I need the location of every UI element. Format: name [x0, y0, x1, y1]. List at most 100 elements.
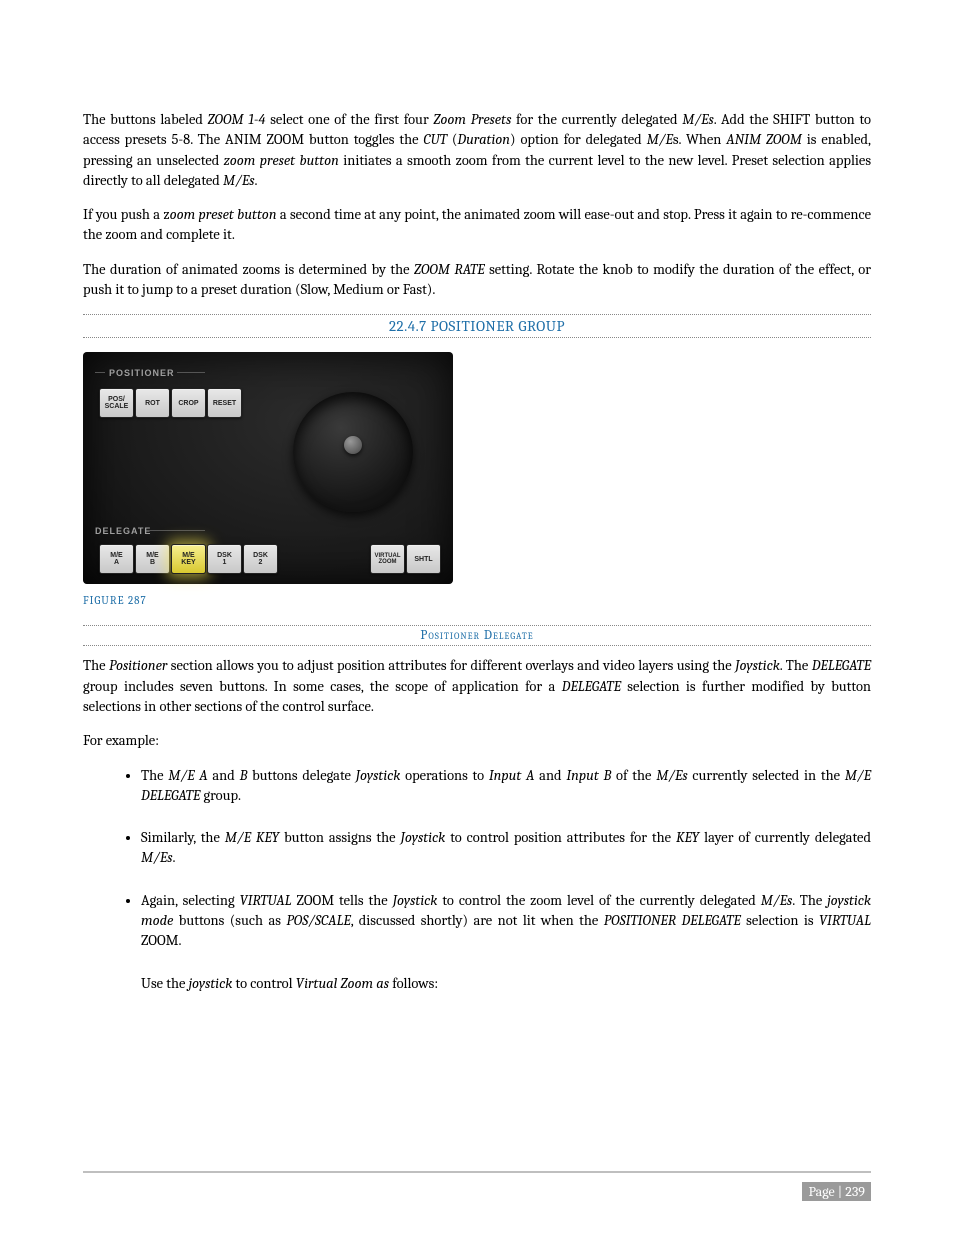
dsk-2-button[interactable]: DSK2	[243, 544, 278, 574]
me-a-button[interactable]: M/EA	[99, 544, 134, 574]
dsk-1-button[interactable]: DSK1	[207, 544, 242, 574]
text-italic: M/Es	[656, 767, 687, 784]
text: currently selected in the	[688, 767, 845, 784]
text-italic: oom preset button	[170, 206, 277, 223]
text: ZOOM tells the	[292, 892, 393, 909]
text: group includes seven buttons. In some ca…	[83, 678, 562, 695]
btn-label: ZOOM	[379, 559, 397, 566]
btn-label: 2	[259, 559, 263, 567]
text-italic: Joystick	[401, 829, 446, 846]
text-italic: Positioner	[109, 657, 167, 674]
text-italic: M/Es	[682, 111, 713, 128]
btn-label: B	[150, 559, 155, 567]
text: select one of the first four	[266, 111, 434, 128]
btn-label: ROT	[145, 400, 160, 408]
btn-label: M/E	[146, 552, 158, 560]
text-italic: M/E	[647, 131, 673, 148]
text: s. When	[673, 131, 726, 148]
btn-label: CROP	[178, 400, 198, 408]
text: Similarly, the	[141, 829, 225, 846]
text: (	[447, 131, 457, 148]
pos-scale-button[interactable]: POS/SCALE	[99, 388, 134, 418]
crop-button[interactable]: CROP	[171, 388, 206, 418]
joystick-knob[interactable]	[293, 392, 413, 512]
figure-caption: FIGURE 287	[83, 594, 871, 607]
text-italic: Joystick	[356, 767, 401, 784]
text: The	[141, 767, 168, 784]
text-italic: DELEGATE	[562, 678, 621, 695]
btn-label: DSK	[253, 552, 268, 560]
para-zoom-rate: The duration of animated zooms is determ…	[83, 260, 871, 301]
text: The duration of animated zooms is determ…	[83, 261, 414, 278]
bullet-me-ab: The M/E A and B buttons delegate Joystic…	[141, 766, 871, 807]
rot-button[interactable]: ROT	[135, 388, 170, 418]
text: . The	[780, 657, 812, 674]
para-for-example: For example:	[83, 731, 871, 751]
text-italic: POS/SCALE	[286, 912, 350, 929]
text: to control position attributes for the	[445, 829, 676, 846]
text: layer of currently delegated	[699, 829, 871, 846]
text: selection is	[741, 912, 819, 929]
group-rule	[149, 530, 205, 531]
btn-label: POS/	[108, 396, 125, 404]
text-italic: M/Es	[223, 172, 254, 189]
shtl-button[interactable]: SHTL	[406, 544, 441, 574]
text: for the currently delegated	[511, 111, 682, 128]
btn-label: M/E	[182, 552, 194, 560]
text: Use the	[141, 975, 189, 992]
text-italic: M/E A	[168, 767, 207, 784]
text: The	[83, 657, 109, 674]
text: button assigns the	[279, 829, 400, 846]
para-use-joystick: Use the joystick to control Virtual Zoom…	[141, 974, 871, 994]
page: The buttons labeled ZOOM 1-4 select one …	[0, 0, 954, 1235]
text-italic: ZOOM RATE	[414, 261, 485, 278]
me-key-button[interactable]: M/EKEY	[171, 544, 206, 574]
para-zoom-presets: The buttons labeled ZOOM 1-4 select one …	[83, 110, 871, 191]
text-italic: DELEGATE	[812, 657, 871, 674]
section-heading-wrap: 22.4.7 POSITIONER GROUP	[83, 314, 871, 338]
text: . The	[792, 892, 827, 909]
btn-label: SHTL	[414, 556, 432, 564]
text-italic: VIRTUAL	[819, 912, 871, 929]
positioner-button-row: POS/SCALE ROT CROP RESET	[99, 388, 242, 418]
divider	[83, 337, 871, 338]
para-second-push: If you push a zoom preset button a secon…	[83, 205, 871, 246]
text-italic: M/Es	[141, 849, 172, 866]
text: If you push a z	[83, 206, 170, 223]
text: to control the zoom level of the current…	[437, 892, 760, 909]
positioner-panel-figure: POSITIONER POS/SCALE ROT CROP RESET DELE…	[83, 352, 453, 584]
text: buttons (such as	[173, 912, 286, 929]
btn-label: VIRTUAL	[375, 553, 401, 560]
btn-label: A	[114, 559, 119, 567]
btn-label: SCALE	[105, 403, 129, 411]
text-italic: VIRTUAL	[240, 892, 292, 909]
footer-rule	[83, 1171, 871, 1173]
text: The buttons labeled	[83, 111, 208, 128]
para-positioner-intro: The Positioner section allows you to adj…	[83, 656, 871, 717]
sub-heading-wrap: Positioner Delegate	[83, 625, 871, 646]
text: and	[534, 767, 566, 784]
text-italic: CUT	[423, 131, 447, 148]
text-italic: POSITIONER DELEGATE	[604, 912, 741, 929]
text: follows:	[392, 975, 438, 992]
virtual-zoom-button[interactable]: VIRTUALZOOM	[370, 544, 405, 574]
text-italic: Input B	[566, 767, 611, 784]
text-italic: Virtual Zoom as	[296, 975, 393, 992]
text: and	[208, 767, 240, 784]
text-italic: KEY	[676, 829, 699, 846]
text: ZOOM.	[141, 932, 182, 949]
text-italic: Duration	[457, 131, 510, 148]
example-bullet-list: The M/E A and B buttons delegate Joystic…	[83, 766, 871, 952]
text: of the	[611, 767, 656, 784]
text: Again, selecting	[141, 892, 240, 909]
btn-label: M/E	[110, 552, 122, 560]
text-italic: Joystick	[735, 657, 780, 674]
btn-label: RESET	[213, 400, 236, 408]
text-italic: Zoom Presets	[433, 111, 511, 128]
section-heading: 22.4.7 POSITIONER GROUP	[83, 315, 871, 337]
group-rule	[95, 372, 105, 373]
btn-label: KEY	[181, 559, 195, 567]
me-b-button[interactable]: M/EB	[135, 544, 170, 574]
reset-button[interactable]: RESET	[207, 388, 242, 418]
sub-heading: Positioner Delegate	[83, 626, 871, 645]
